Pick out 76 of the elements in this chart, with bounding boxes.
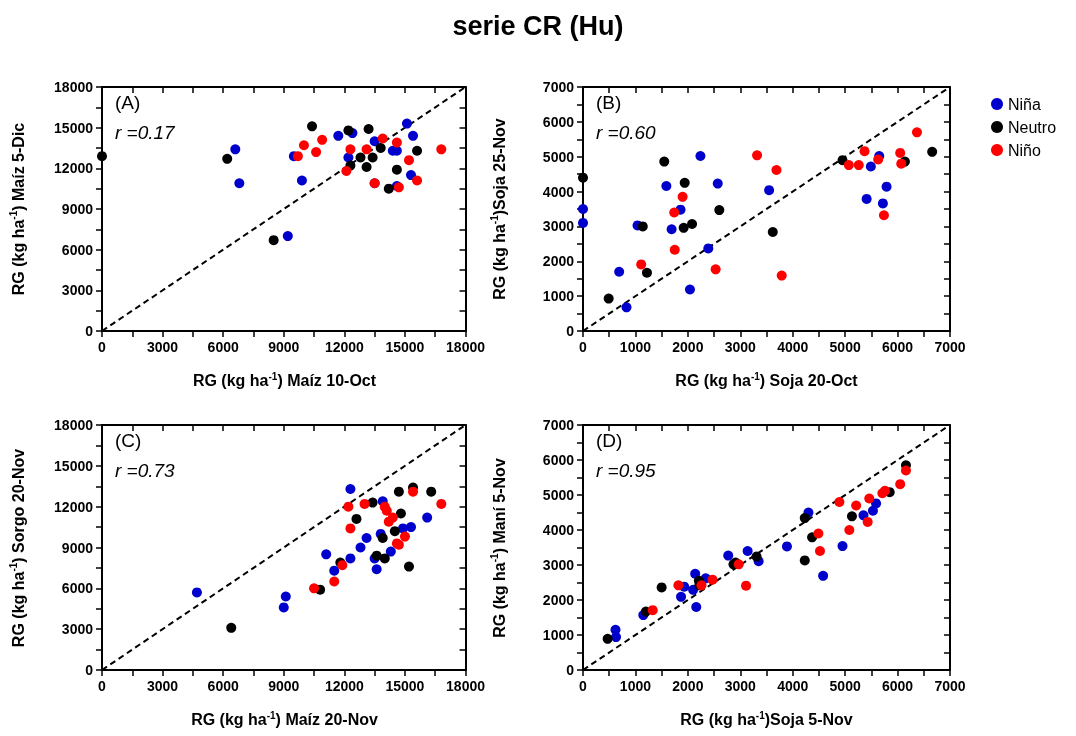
legend-label: Niño — [1008, 141, 1042, 159]
x-tick-label: 1000 — [619, 339, 652, 355]
annotation: (C) — [115, 430, 142, 451]
x-tick-label: 4000 — [777, 678, 809, 694]
x-axis-title: RG (kg ha$^{-1}$) Soja 20-Oct — [675, 370, 858, 391]
text: serie CR (Hu) — [452, 11, 624, 42]
y-tick-label: 2000 — [542, 592, 575, 608]
y-tick-label: 18000 — [54, 417, 94, 433]
annotation: r =0.95 — [596, 460, 657, 481]
y-tick-label: 6000 — [542, 113, 575, 130]
y-tick-label: 3000 — [61, 282, 94, 299]
x-tick-label: 7000 — [934, 339, 966, 355]
x-tick-label: 15000 — [385, 339, 425, 355]
y-tick-label: 6000 — [542, 452, 575, 468]
y-tick-label: 15000 — [54, 457, 94, 474]
x-axis-title: RG (kg ha$^{-1}$) Maíz 20-Nov — [191, 709, 378, 730]
x-tick-label: 5000 — [829, 678, 861, 694]
y-tick-label: 3000 — [542, 218, 575, 235]
y-tick-label: 15000 — [54, 119, 94, 136]
x-tick-label: 3000 — [147, 678, 179, 694]
y-tick-label: 2000 — [542, 253, 575, 270]
annotation: r =0.73 — [115, 460, 176, 481]
x-tick-label: 12000 — [324, 339, 365, 355]
x-axis-title: RG (kg ha$^{-1}$)Soja 5-Nov — [680, 709, 853, 730]
x-tick-label: 9000 — [268, 678, 300, 694]
x-tick-label: 4000 — [777, 339, 809, 355]
y-tick-label: 6000 — [61, 580, 94, 597]
x-tick-label: 6000 — [881, 339, 914, 355]
y-tick-label: 7000 — [542, 79, 575, 95]
x-tick-label: 12000 — [324, 678, 365, 694]
x-tick-label: 3000 — [147, 339, 179, 355]
y-tick-label: 0 — [566, 323, 575, 339]
x-tick-label: 0 — [98, 339, 107, 355]
y-tick-label: 0 — [85, 323, 94, 339]
y-tick-label: 12000 — [54, 160, 94, 177]
x-tick-label: 2000 — [672, 339, 704, 355]
y-tick-label: 0 — [566, 662, 575, 678]
y-tick-label: 12000 — [54, 498, 94, 515]
annotation: (D) — [596, 430, 623, 451]
annotation: r =0.60 — [596, 122, 657, 143]
x-tick-label: 1000 — [619, 678, 652, 694]
x-tick-label: 3000 — [724, 339, 757, 355]
y-tick-label: 3000 — [542, 557, 575, 573]
x-tick-label: 9000 — [268, 339, 300, 355]
x-tick-label: 18000 — [446, 678, 486, 694]
x-tick-label: 6000 — [207, 678, 239, 694]
x-tick-label: 6000 — [881, 678, 914, 694]
y-tick-label: 4000 — [542, 522, 575, 538]
legend-label: Neutro — [1008, 118, 1057, 136]
y-tick-label: 3000 — [61, 621, 94, 638]
legend-label: Niña — [1008, 95, 1042, 113]
x-tick-label: 6000 — [207, 339, 239, 355]
x-tick-label: 15000 — [385, 678, 425, 694]
y-tick-label: 5000 — [542, 487, 575, 503]
x-tick-label: 0 — [579, 339, 588, 355]
annotation: (A) — [115, 92, 141, 113]
x-tick-label: 2000 — [672, 678, 704, 694]
y-tick-label: 0 — [85, 662, 94, 678]
y-tick-label: 18000 — [54, 79, 94, 95]
y-tick-label: 9000 — [61, 539, 94, 556]
y-tick-label: 5000 — [542, 148, 575, 165]
y-tick-label: 1000 — [542, 288, 575, 305]
x-tick-label: 18000 — [446, 339, 486, 355]
x-axis-title: RG (kg ha$^{-1}$) Maíz 10-Oct — [192, 370, 377, 391]
y-tick-label: 9000 — [61, 201, 94, 217]
y-tick-label: 4000 — [542, 183, 575, 200]
x-tick-label: 0 — [579, 678, 588, 694]
x-tick-label: 3000 — [724, 678, 757, 694]
x-tick-label: 5000 — [829, 339, 861, 355]
annotation: r =0.17 — [115, 122, 177, 143]
annotation: (B) — [596, 92, 622, 113]
x-tick-label: 7000 — [934, 678, 966, 694]
y-tick-label: 7000 — [542, 417, 575, 433]
y-tick-label: 1000 — [542, 627, 575, 643]
x-tick-label: 0 — [98, 678, 107, 694]
y-tick-label: 6000 — [61, 241, 94, 258]
